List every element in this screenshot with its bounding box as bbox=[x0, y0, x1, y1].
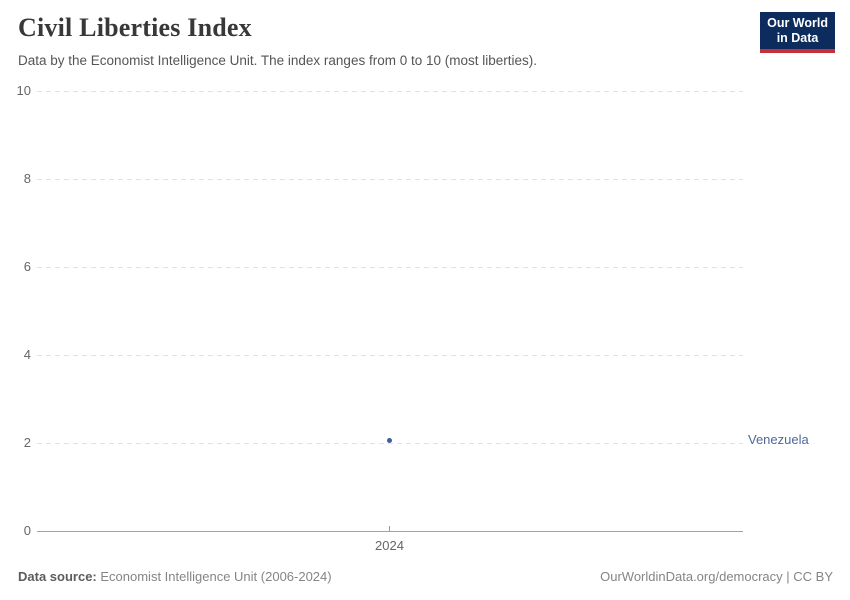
gridline bbox=[37, 179, 743, 180]
logo-text-line1: Our World bbox=[767, 16, 828, 30]
footer-license-link[interactable]: OurWorldinData.org/democracy | CC BY bbox=[600, 569, 833, 584]
logo-text-line2: in Data bbox=[776, 31, 819, 45]
y-axis-tick-label: 8 bbox=[23, 171, 31, 186]
x-axis-tick-label: 2024 bbox=[375, 538, 404, 553]
page-title: Civil Liberties Index bbox=[18, 13, 252, 42]
owid-logo[interactable]: Our World in Data bbox=[760, 12, 835, 53]
x-axis-line bbox=[37, 531, 743, 532]
y-axis-tick-label: 6 bbox=[23, 259, 31, 274]
x-axis-tick-mark bbox=[389, 526, 390, 531]
gridline bbox=[37, 355, 743, 356]
y-axis-tick-label: 0 bbox=[23, 523, 31, 538]
y-axis-tick-label: 2 bbox=[23, 435, 31, 450]
entity-label-venezuela[interactable]: Venezuela bbox=[748, 432, 809, 448]
data-source-label: Data source: bbox=[18, 569, 97, 584]
data-point-venezuela[interactable] bbox=[387, 437, 392, 443]
chart-subtitle: Data by the Economist Intelligence Unit.… bbox=[18, 53, 537, 68]
gridline bbox=[37, 267, 743, 268]
gridline bbox=[37, 443, 743, 444]
gridline bbox=[37, 91, 743, 92]
y-axis-tick-label: 10 bbox=[16, 83, 31, 98]
data-source-value: Economist Intelligence Unit (2006-2024) bbox=[96, 569, 332, 584]
y-axis-tick-label: 4 bbox=[23, 347, 31, 362]
data-source: Data source: Economist Intelligence Unit… bbox=[18, 569, 332, 584]
